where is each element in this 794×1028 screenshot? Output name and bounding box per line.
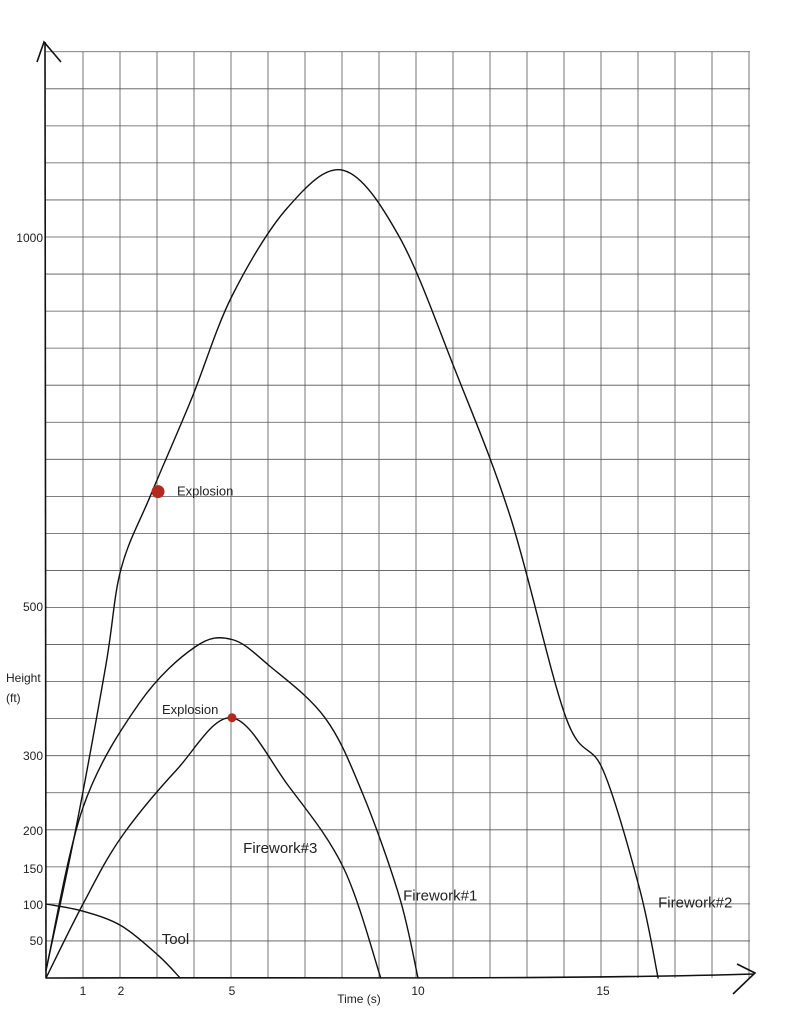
y-tick-label: 500	[23, 600, 43, 614]
y-axis-arrowhead	[36, 40, 62, 63]
series-layer	[45, 168, 659, 979]
series-label-firework-1: Firework#1	[403, 887, 477, 904]
annotation-layer	[151, 485, 237, 723]
x-tick-label: 15	[596, 984, 610, 998]
explosion-label: Explosion	[177, 484, 233, 499]
x-tick-label: 2	[118, 984, 125, 998]
chart-grid	[46, 51, 750, 978]
x-axis-title: Time (s)	[337, 992, 381, 1006]
x-tick-label: 1	[80, 984, 87, 998]
x-tick-label: 5	[229, 984, 236, 998]
series-label-firework-2: Firework#2	[658, 895, 732, 912]
series-line-firework-2	[45, 168, 659, 979]
x-axis-arrowhead	[732, 963, 757, 995]
explosion-label: Explosion	[162, 702, 218, 717]
x-axis-line	[45, 973, 755, 979]
y-tick-label: 200	[23, 824, 43, 838]
y-axis-line	[44, 41, 47, 979]
series-line-firework-1	[45, 637, 419, 979]
series-label-tool: Tool	[162, 931, 190, 948]
y-tick-label: 100	[23, 898, 43, 912]
series-label-firework-3: Firework#3	[243, 840, 317, 857]
explosion-marker	[227, 713, 237, 723]
y-tick-label: 1000	[16, 231, 43, 245]
y-tick-label: 150	[23, 862, 43, 876]
y-axis-title-line-2: (ft)	[6, 691, 21, 705]
explosion-marker	[151, 485, 165, 499]
chart-axes: 1 2 5 10 15 50 100 150 200 300 500 1000	[16, 40, 757, 998]
y-tick-label: 50	[30, 934, 44, 948]
label-layer: Firework#2 Firework#1 Firework#3 Tool Explos…	[162, 484, 733, 948]
series-line-tool	[45, 903, 181, 979]
series-line-firework-3	[45, 717, 382, 979]
y-tick-label: 300	[23, 749, 43, 763]
y-axis-title-line-1: Height	[6, 671, 41, 685]
x-tick-label: 10	[411, 984, 425, 998]
